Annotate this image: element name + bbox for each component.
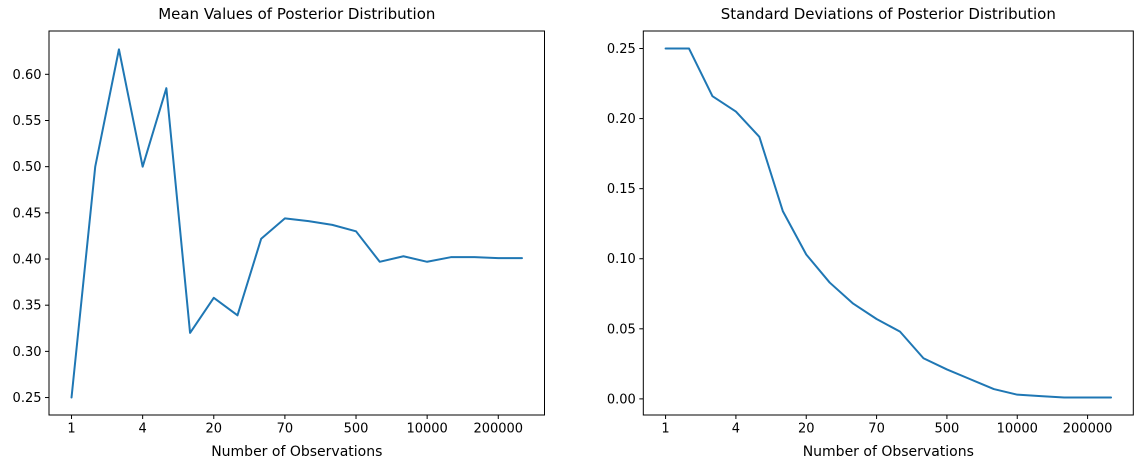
- left-x-tick-label: 500: [344, 422, 369, 437]
- right-data-line: [664, 47, 1113, 399]
- right-y-tick-label: 0.10: [607, 252, 636, 267]
- left-x-tick-label: 200000: [473, 422, 523, 437]
- left-y-tick-label: 0.60: [13, 68, 42, 83]
- left-x-tick-label: 70: [277, 422, 294, 437]
- right-y-tick-label: 0.15: [607, 182, 636, 197]
- right-y-tick-label: 0.25: [607, 42, 636, 57]
- left-y-tick-label: 0.30: [13, 345, 42, 360]
- left-x-tick-label: 20: [205, 422, 222, 437]
- left-y-tick-label: 0.50: [13, 160, 42, 175]
- right-chart-title: Standard Deviations of Posterior Distrib…: [720, 5, 1056, 23]
- left-y-tick-label: 0.55: [13, 114, 42, 129]
- right-axes-frame: [642, 30, 1134, 416]
- right-x-tick-label: 500: [934, 422, 959, 437]
- left-y-tick-label: 0.35: [13, 299, 42, 314]
- left-x-tick-label: 10000: [406, 422, 447, 437]
- right-x-tick-label: 20: [798, 422, 815, 437]
- right-x-tick-label: 4: [732, 422, 740, 437]
- left-axes-frame: [48, 30, 545, 416]
- right-y-tick-label: 0.20: [607, 112, 636, 127]
- right-y-tick-label: 0.05: [607, 322, 636, 337]
- left-x-tick-label: 1: [67, 422, 75, 437]
- left-data-line: [70, 48, 523, 399]
- left-x-tick-label: 4: [139, 422, 147, 437]
- left-y-tick-label: 0.45: [13, 206, 42, 221]
- right-y-tick-label: 0.00: [607, 392, 636, 407]
- right-x-tick-label: 10000: [997, 422, 1038, 437]
- right-x-tick-label: 70: [868, 422, 885, 437]
- right-x-tick-label: 200000: [1063, 422, 1113, 437]
- left-chart-xlabel: Number of Observations: [211, 444, 383, 460]
- left-y-tick-label: 0.40: [13, 253, 42, 268]
- right-chart-xlabel: Number of Observations: [802, 444, 974, 460]
- left-y-tick-label: 0.25: [13, 391, 42, 406]
- right-x-tick-label: 1: [661, 422, 669, 437]
- left-chart-title: Mean Values of Posterior Distribution: [158, 5, 436, 23]
